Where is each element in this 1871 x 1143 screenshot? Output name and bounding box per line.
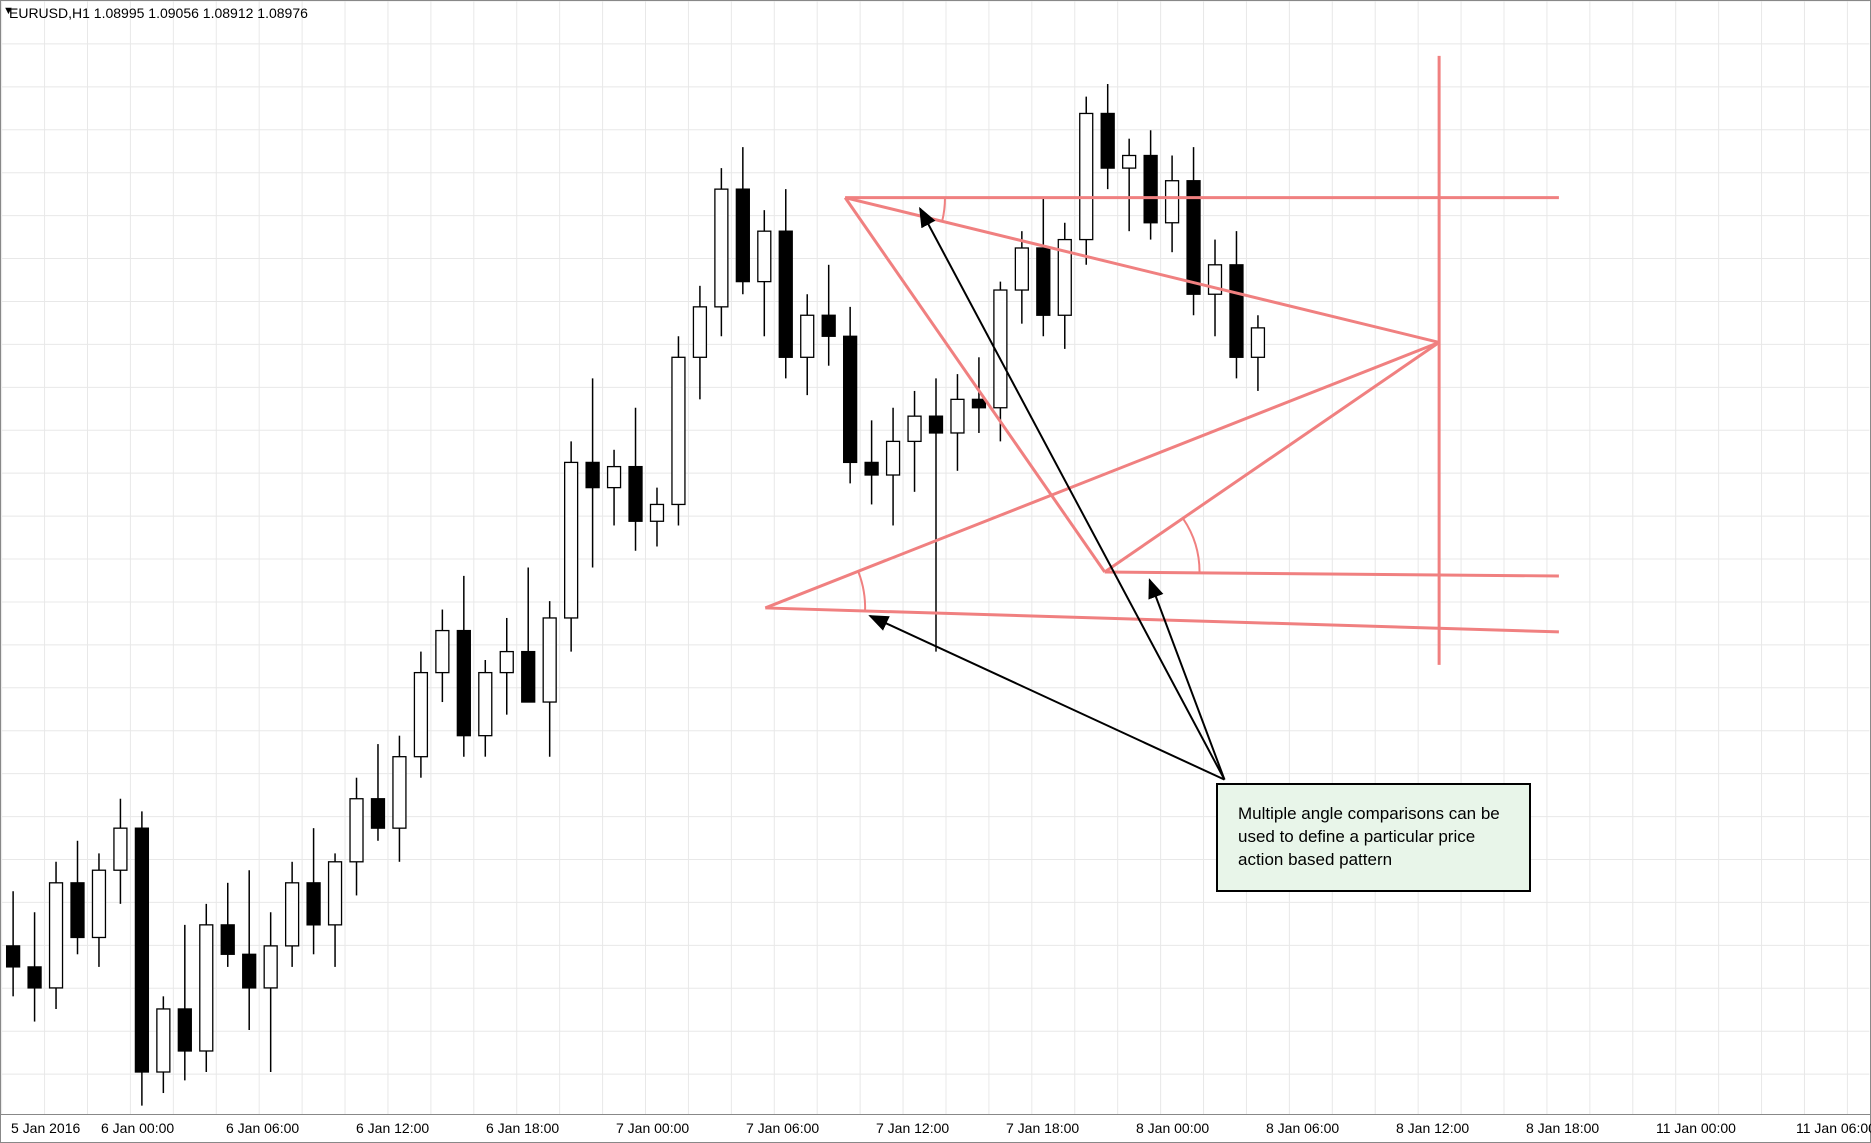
x-axis-label: 5 Jan 2016 [11, 1120, 80, 1136]
x-axis-label: 8 Jan 00:00 [1136, 1120, 1209, 1136]
x-axis-label: 8 Jan 18:00 [1526, 1120, 1599, 1136]
annotation-text: Multiple angle comparisons can be used t… [1238, 804, 1500, 869]
chart-container: ▼ EURUSD,H1 1.08995 1.09056 1.08912 1.08… [0, 0, 1871, 1143]
x-axis-label: 11 Jan 06:00 [1796, 1120, 1871, 1136]
x-axis: 5 Jan 2016 6 Jan 00:00 6 Jan 06:00 6 Jan 12… [1, 1114, 1870, 1142]
chart-menu-arrow[interactable]: ▼ [3, 5, 14, 17]
x-axis-label: 8 Jan 06:00 [1266, 1120, 1339, 1136]
chart-svg [1, 1, 1870, 1142]
annotation-box: Multiple angle comparisons can be used t… [1216, 783, 1531, 892]
x-axis-label: 7 Jan 06:00 [746, 1120, 819, 1136]
x-axis-label: 6 Jan 06:00 [226, 1120, 299, 1136]
chart-title: EURUSD,H1 1.08995 1.09056 1.08912 1.0897… [9, 5, 308, 21]
x-axis-label: 8 Jan 12:00 [1396, 1120, 1469, 1136]
x-axis-label: 7 Jan 18:00 [1006, 1120, 1079, 1136]
x-axis-label: 6 Jan 18:00 [486, 1120, 559, 1136]
x-axis-label: 6 Jan 00:00 [101, 1120, 174, 1136]
x-axis-label: 7 Jan 12:00 [876, 1120, 949, 1136]
x-axis-label: 6 Jan 12:00 [356, 1120, 429, 1136]
x-axis-label: 7 Jan 00:00 [616, 1120, 689, 1136]
x-axis-label: 11 Jan 00:00 [1656, 1120, 1736, 1136]
